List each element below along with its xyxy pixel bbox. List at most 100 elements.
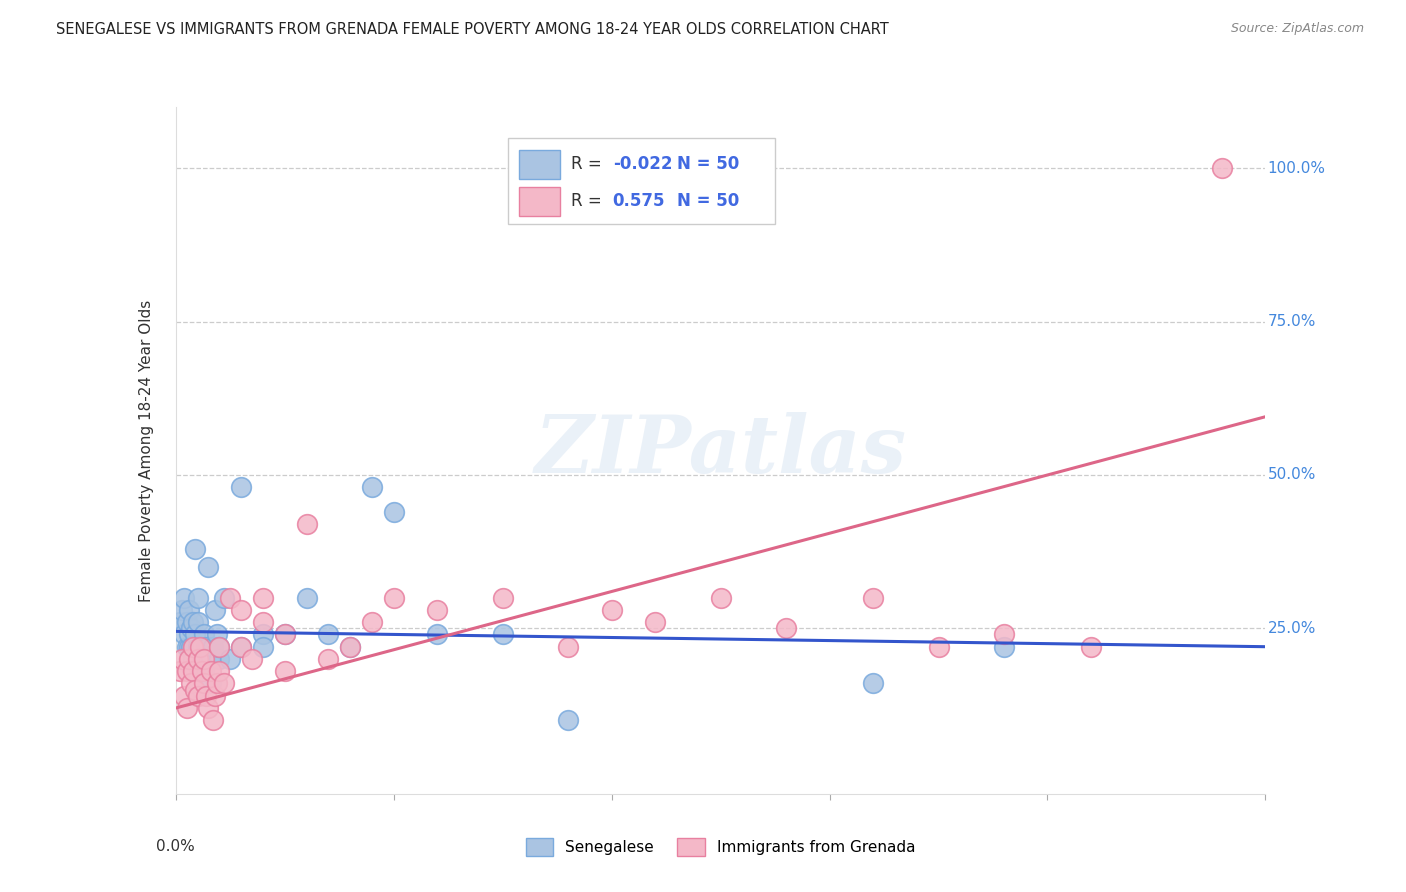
Point: [200, 652, 222, 666]
Point: [710, 591, 733, 605]
Point: [219, 591, 242, 605]
Point: [181, 640, 204, 654]
Point: [184, 682, 207, 697]
Point: [180, 676, 202, 690]
Point: [177, 627, 200, 641]
Text: -0.022: -0.022: [613, 155, 672, 173]
Point: [195, 689, 218, 703]
Point: [295, 517, 318, 532]
Point: [176, 640, 198, 654]
Text: 100.0%: 100.0%: [1268, 161, 1326, 176]
Point: [200, 664, 222, 679]
Point: [172, 603, 194, 617]
Point: [231, 640, 253, 654]
Point: [186, 591, 209, 605]
Point: [231, 603, 253, 617]
Point: [644, 615, 666, 630]
Point: [240, 652, 263, 666]
Point: [295, 591, 318, 605]
Point: [184, 627, 207, 641]
Point: [181, 640, 204, 654]
Point: [204, 603, 226, 617]
Point: [184, 541, 207, 556]
Point: [426, 627, 449, 641]
Point: [201, 714, 224, 728]
Text: Source: ZipAtlas.com: Source: ZipAtlas.com: [1230, 22, 1364, 36]
Point: [208, 652, 231, 666]
Point: [274, 627, 297, 641]
Point: [176, 701, 198, 715]
Point: [252, 640, 274, 654]
Point: [339, 640, 361, 654]
Point: [274, 664, 297, 679]
Text: 75.0%: 75.0%: [1268, 314, 1316, 329]
Text: 0.0%: 0.0%: [156, 838, 195, 854]
Point: [231, 480, 253, 494]
Point: [775, 621, 797, 635]
Point: [219, 652, 242, 666]
Point: [201, 640, 224, 654]
Point: [177, 640, 200, 654]
Point: [186, 640, 209, 654]
Point: [252, 615, 274, 630]
Point: [181, 652, 204, 666]
Point: [173, 591, 195, 605]
Point: [186, 615, 209, 630]
Point: [1080, 640, 1102, 654]
Point: [193, 664, 215, 679]
Point: [339, 640, 361, 654]
Point: [1211, 161, 1233, 176]
Point: [169, 664, 191, 679]
Point: [172, 652, 194, 666]
Point: [231, 640, 253, 654]
Point: [180, 621, 202, 635]
Point: [492, 591, 515, 605]
Bar: [519, 151, 561, 179]
Point: [205, 676, 228, 690]
Point: [204, 689, 226, 703]
Point: [318, 627, 340, 641]
Point: [195, 640, 218, 654]
Point: [193, 627, 215, 641]
Point: [382, 505, 405, 519]
Point: [557, 640, 579, 654]
Point: [212, 591, 235, 605]
Point: [173, 689, 195, 703]
Point: [360, 615, 382, 630]
Point: [173, 627, 195, 641]
Point: [600, 603, 623, 617]
Point: [208, 640, 231, 654]
Point: [252, 627, 274, 641]
Point: [186, 689, 209, 703]
Point: [191, 640, 214, 654]
FancyBboxPatch shape: [508, 138, 775, 224]
Text: SENEGALESE VS IMMIGRANTS FROM GRENADA FEMALE POVERTY AMONG 18-24 YEAR OLDS CORRE: SENEGALESE VS IMMIGRANTS FROM GRENADA FE…: [56, 22, 889, 37]
Point: [360, 480, 382, 494]
Point: [492, 627, 515, 641]
Point: [205, 627, 228, 641]
Point: [200, 676, 222, 690]
Point: [426, 603, 449, 617]
Text: ZIPatlas: ZIPatlas: [534, 412, 907, 489]
Point: [197, 701, 219, 715]
Text: R =: R =: [571, 155, 607, 173]
Point: [208, 664, 231, 679]
Point: [181, 615, 204, 630]
Point: [382, 591, 405, 605]
Point: [557, 714, 579, 728]
Text: 50.0%: 50.0%: [1268, 467, 1316, 483]
Point: [318, 652, 340, 666]
Point: [177, 652, 200, 666]
Point: [212, 676, 235, 690]
Point: [181, 664, 204, 679]
Point: [928, 640, 950, 654]
Point: [252, 591, 274, 605]
Point: [993, 627, 1015, 641]
Point: [993, 640, 1015, 654]
Text: N = 50: N = 50: [678, 155, 740, 173]
Point: [191, 652, 214, 666]
Legend: Senegalese, Immigrants from Grenada: Senegalese, Immigrants from Grenada: [520, 832, 921, 862]
Point: [188, 640, 211, 654]
Text: 25.0%: 25.0%: [1268, 621, 1316, 636]
Text: N = 50: N = 50: [678, 192, 740, 211]
